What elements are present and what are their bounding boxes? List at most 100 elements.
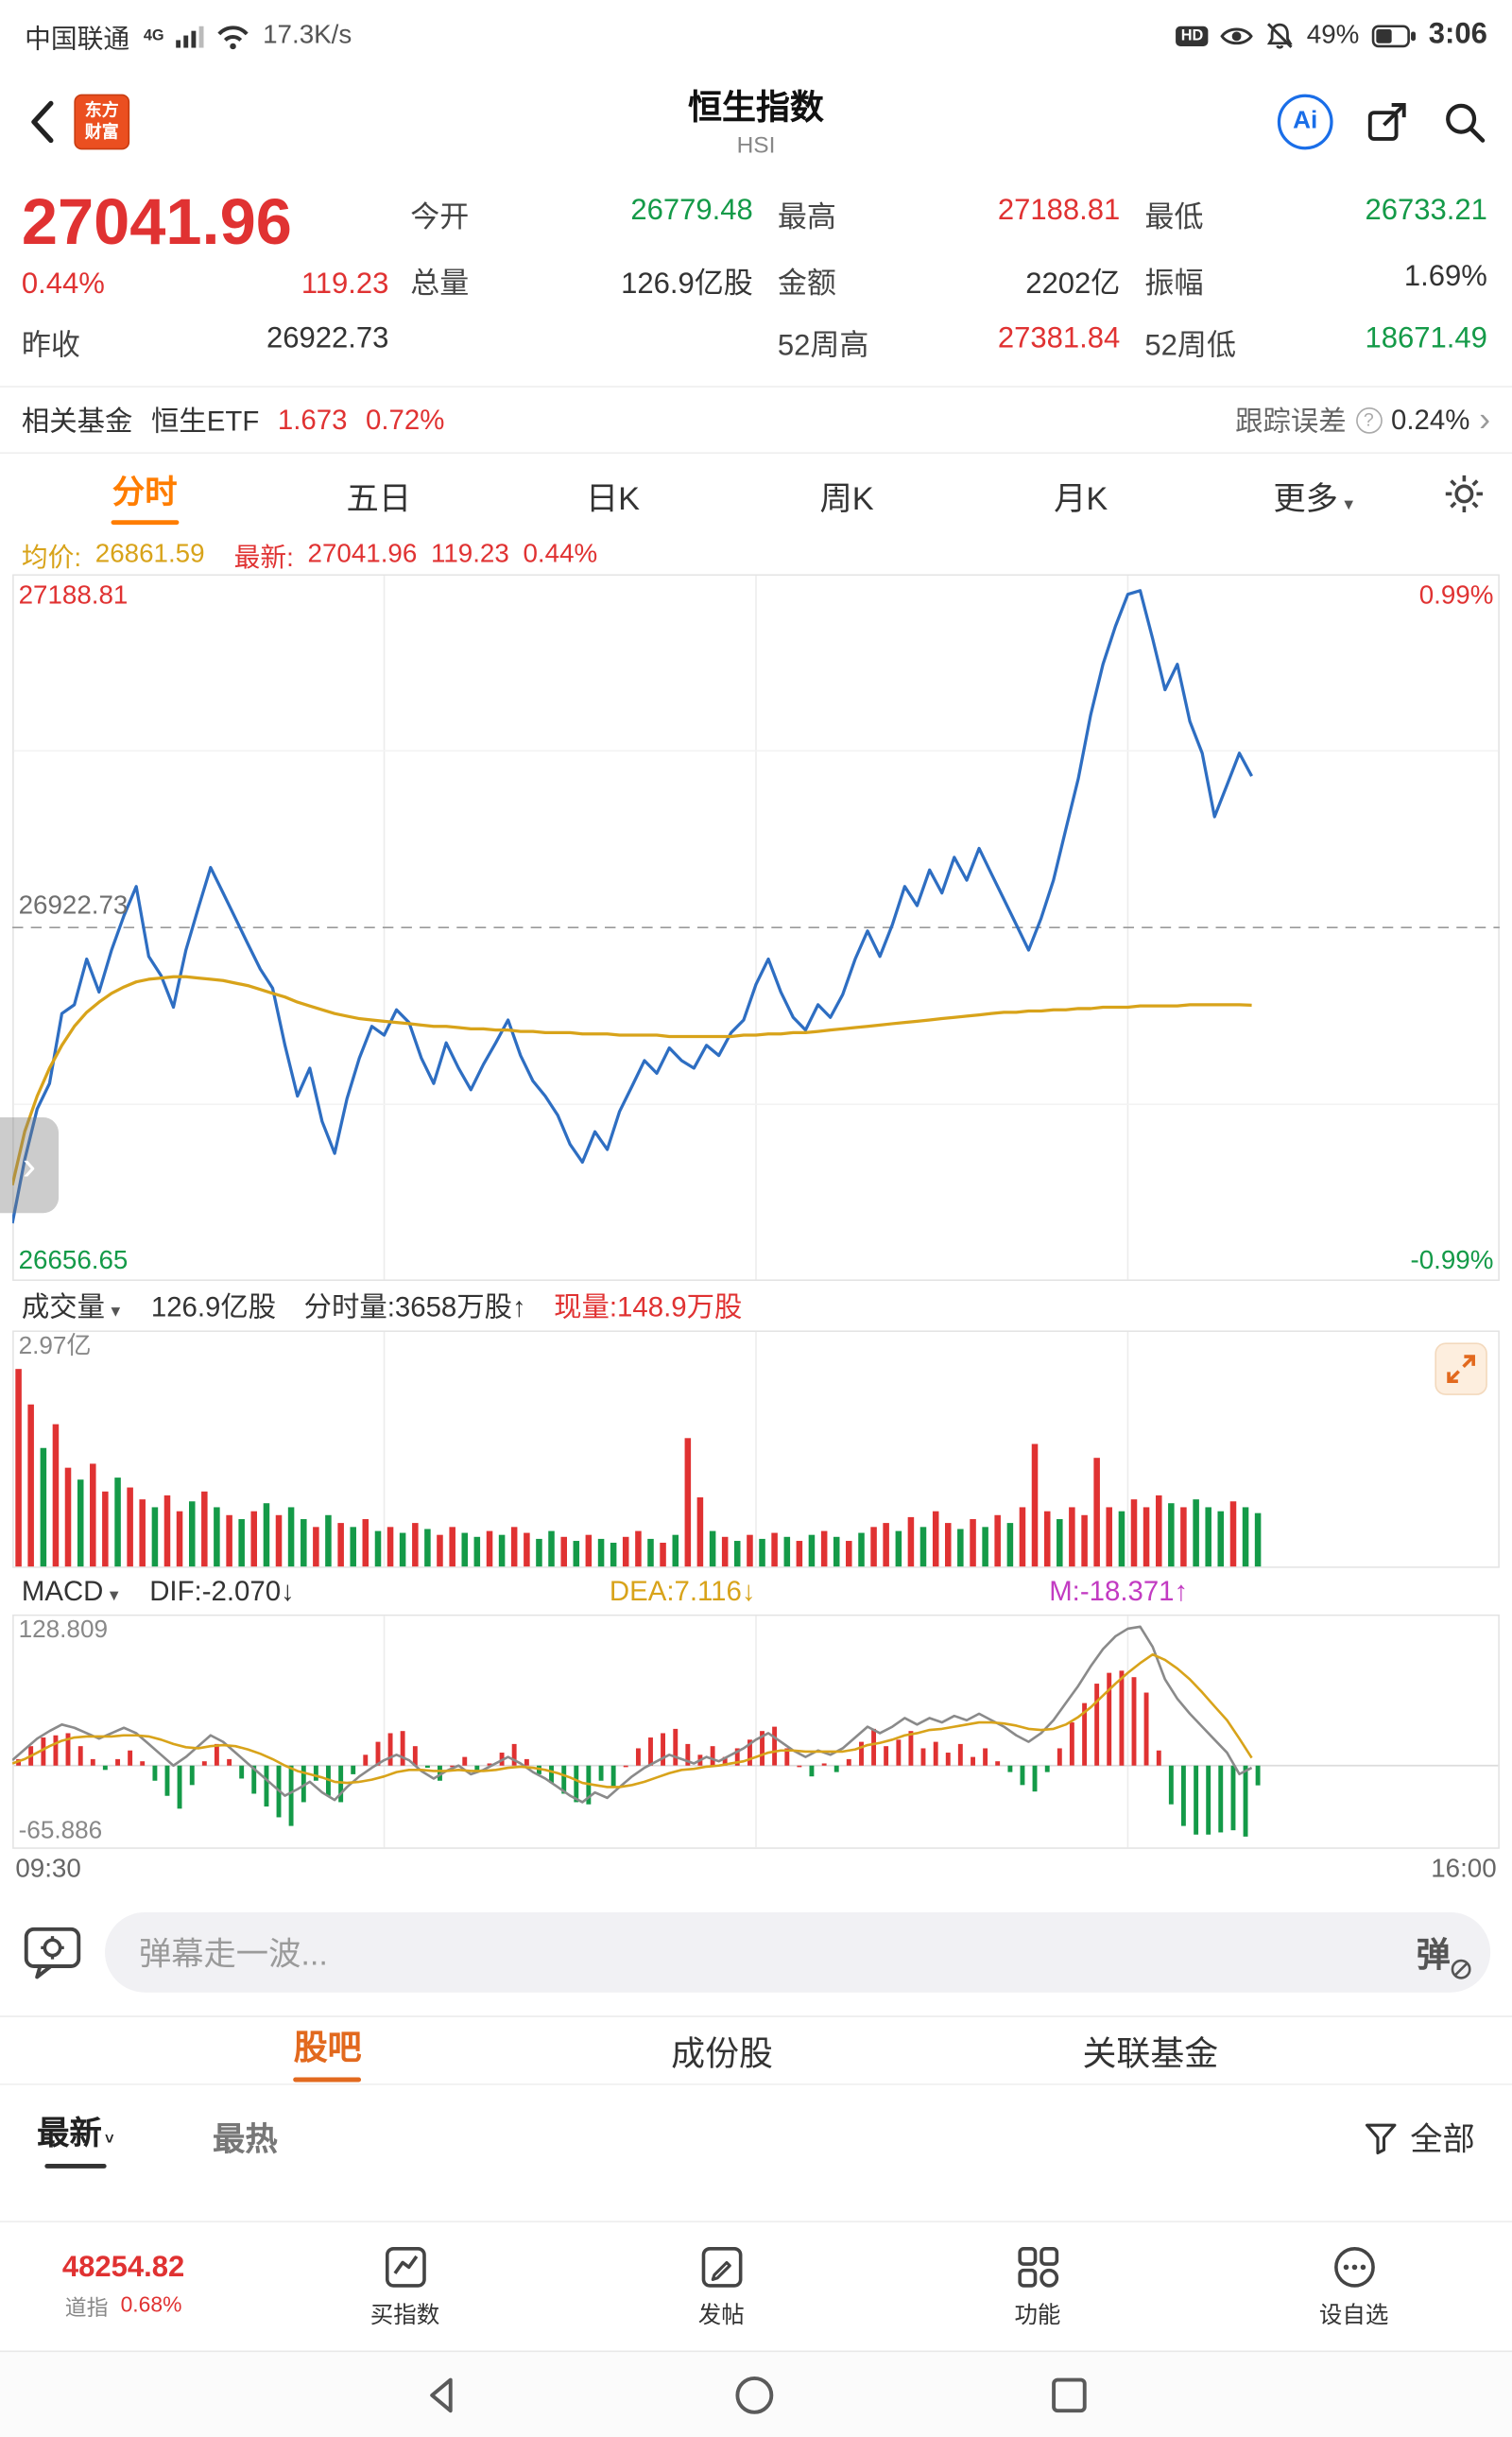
volume-indicator-selector[interactable]: 成交量 ▼	[21, 1291, 124, 1323]
avg-value: 26861.59	[94, 538, 205, 568]
network-speed: 17.3K/s	[263, 20, 352, 50]
high-value: 27188.81	[997, 193, 1121, 227]
danmu-input[interactable]: 弹幕走一波... 弹	[105, 1912, 1491, 1993]
prev-close-label: 昨收	[21, 330, 80, 363]
tracking-error-value: 0.24%	[1391, 404, 1470, 435]
filter-all-label: 全部	[1410, 2122, 1475, 2158]
high-cell: 最高 27188.81	[778, 194, 1145, 235]
nav-back-button[interactable]	[421, 2373, 461, 2416]
low-cell: 最低 26733.21	[1144, 194, 1512, 235]
network-type-label: 4G	[143, 26, 164, 44]
low52-value: 18671.49	[1365, 322, 1487, 355]
watchlist-label: 设自选	[1318, 2302, 1389, 2329]
chart-info-line: 均价: 26861.59 最新: 27041.96 119.23 0.44%	[0, 534, 1512, 574]
macd-dif-value: DIF:-2.070↓	[149, 1575, 295, 1606]
macd-m-value: M:-18.371↑	[1049, 1575, 1189, 1606]
macd-indicator-selector[interactable]: MACD ▼	[21, 1575, 122, 1606]
wifi-icon	[216, 23, 250, 49]
volume-max-label: 2.97亿	[18, 1333, 92, 1360]
intraday-chart[interactable]: 27188.81 0.99% 26922.73 26656.65 -0.99% …	[0, 574, 1500, 1282]
low-value: 26733.21	[1365, 193, 1487, 227]
tab-daily-k[interactable]: 日K	[585, 480, 641, 517]
back-button[interactable]	[25, 95, 59, 148]
dow-index-quote[interactable]: 48254.82 道指 0.68%	[0, 2251, 247, 2322]
filter-all[interactable]: 全部	[1364, 2115, 1475, 2161]
amplitude-cell: 振幅 1.69%	[1144, 261, 1512, 302]
add-watchlist-button[interactable]: 设自选	[1195, 2243, 1512, 2329]
signal-icon	[176, 23, 205, 48]
help-icon[interactable]: ?	[1355, 406, 1383, 434]
side-panel-handle[interactable]: ›	[0, 1117, 60, 1214]
battery-icon	[1371, 24, 1416, 47]
related-fund-bar[interactable]: 相关基金 恒生ETF 1.673 0.72% 跟踪误差 ? 0.24% ›	[0, 386, 1512, 455]
status-bar: 中国联通 4G 17.3K/s HD 49% 3:06	[0, 0, 1512, 71]
feed-filter-row: 最新 ˅ 最热 全部	[0, 2085, 1512, 2190]
carrier-label: 中国联通	[25, 24, 130, 54]
time-axis: 09:30 16:00	[0, 1849, 1512, 1889]
latest-pct: 0.44%	[523, 538, 598, 568]
logo-line1: 东方	[84, 101, 119, 120]
chart-ymax-label: 27188.81	[18, 580, 129, 611]
macd-header: MACD ▼ DIF:-2.070↓ DEA:7.116↓ M:-18.371↑	[0, 1568, 1512, 1615]
watchlist-dots-icon	[1331, 2243, 1377, 2290]
chart-rightmax-label: 0.99%	[1418, 580, 1494, 611]
funnel-icon	[1364, 2120, 1398, 2155]
volume-header: 成交量 ▼ 126.9亿股 分时量:3658万股↑ 现量:148.9万股	[0, 1281, 1512, 1330]
volume-chart[interactable]: 2.97亿	[12, 1330, 1500, 1568]
android-nav-bar	[0, 2350, 1512, 2437]
sort-newest[interactable]: 最新 ˅	[37, 2108, 114, 2169]
chevron-right-icon: ›	[1479, 400, 1491, 440]
volume-current: 现量:148.9万股	[554, 1291, 743, 1323]
search-icon[interactable]	[1441, 98, 1487, 145]
chart-ymin-label: 26656.65	[18, 1245, 129, 1275]
tab-related-funds[interactable]: 关联基金	[1082, 2033, 1219, 2072]
tab-5day[interactable]: 五日	[346, 480, 412, 517]
high52-cell: 52周高 27381.84	[778, 322, 1145, 364]
eastmoney-logo[interactable]: 东方 财富	[74, 94, 130, 150]
nav-home-button[interactable]	[733, 2373, 777, 2416]
danmu-toggle[interactable]: 弹	[1416, 1927, 1471, 1979]
high52-label: 52周高	[777, 330, 869, 363]
post-button[interactable]: 发帖	[563, 2243, 880, 2329]
sort-hottest[interactable]: 最热	[213, 2122, 278, 2158]
dow-value: 48254.82	[61, 2251, 185, 2284]
low52-label: 52周低	[1144, 330, 1236, 363]
fund-pct: 0.72%	[366, 404, 445, 435]
mute-bell-icon	[1265, 22, 1295, 49]
tab-monthly-k[interactable]: 月K	[1054, 480, 1108, 517]
macd-min-label: -65.886	[18, 1818, 103, 1845]
buy-index-label: 买指数	[369, 2302, 440, 2329]
amount-label: 金额	[777, 268, 836, 302]
tab-constituents[interactable]: 成份股	[671, 2033, 773, 2072]
tab-more[interactable]: 更多 ▼	[1273, 480, 1357, 517]
danmu-toggle-label: 弹	[1416, 1935, 1451, 1975]
volume-label: 总量	[410, 268, 470, 302]
price-block: 27041.96 0.44% 119.23	[22, 187, 410, 302]
latest-label: 最新:	[233, 543, 294, 573]
chart-rightmin-label: -0.99%	[1410, 1245, 1494, 1275]
change-amount: 119.23	[301, 268, 389, 302]
buy-index-button[interactable]: 买指数	[247, 2243, 563, 2329]
comment-bar: 弹幕走一波... 弹	[0, 1890, 1512, 2016]
expand-chart-button[interactable]	[1435, 1342, 1487, 1396]
nav-recents-button[interactable]	[1048, 2373, 1091, 2416]
tab-weekly-k[interactable]: 周K	[819, 480, 874, 517]
intraday-chart-canvas	[12, 574, 1500, 1282]
low-label: 最低	[1144, 201, 1204, 234]
macd-chart[interactable]: 128.809 -65.886	[12, 1614, 1500, 1850]
prev-close-value: 26922.73	[266, 322, 389, 355]
ai-assistant-button[interactable]: Ai	[1277, 94, 1333, 150]
features-button[interactable]: 功能	[880, 2243, 1196, 2329]
high52-value: 27381.84	[997, 322, 1121, 355]
share-icon[interactable]	[1364, 98, 1410, 145]
tab-intraday[interactable]: 分时	[27, 453, 262, 536]
chart-settings-gear-icon[interactable]	[1432, 474, 1485, 513]
related-fund-label: 相关基金	[21, 406, 133, 438]
tab-guba[interactable]: 股吧	[293, 2019, 362, 2082]
chart-ymid-label: 26922.73	[18, 890, 129, 921]
comment-settings-icon[interactable]	[22, 1923, 83, 1981]
danmu-placeholder: 弹幕走一波...	[138, 1937, 328, 1973]
dow-pct: 0.68%	[120, 2290, 182, 2316]
features-label: 功能	[1014, 2302, 1061, 2329]
